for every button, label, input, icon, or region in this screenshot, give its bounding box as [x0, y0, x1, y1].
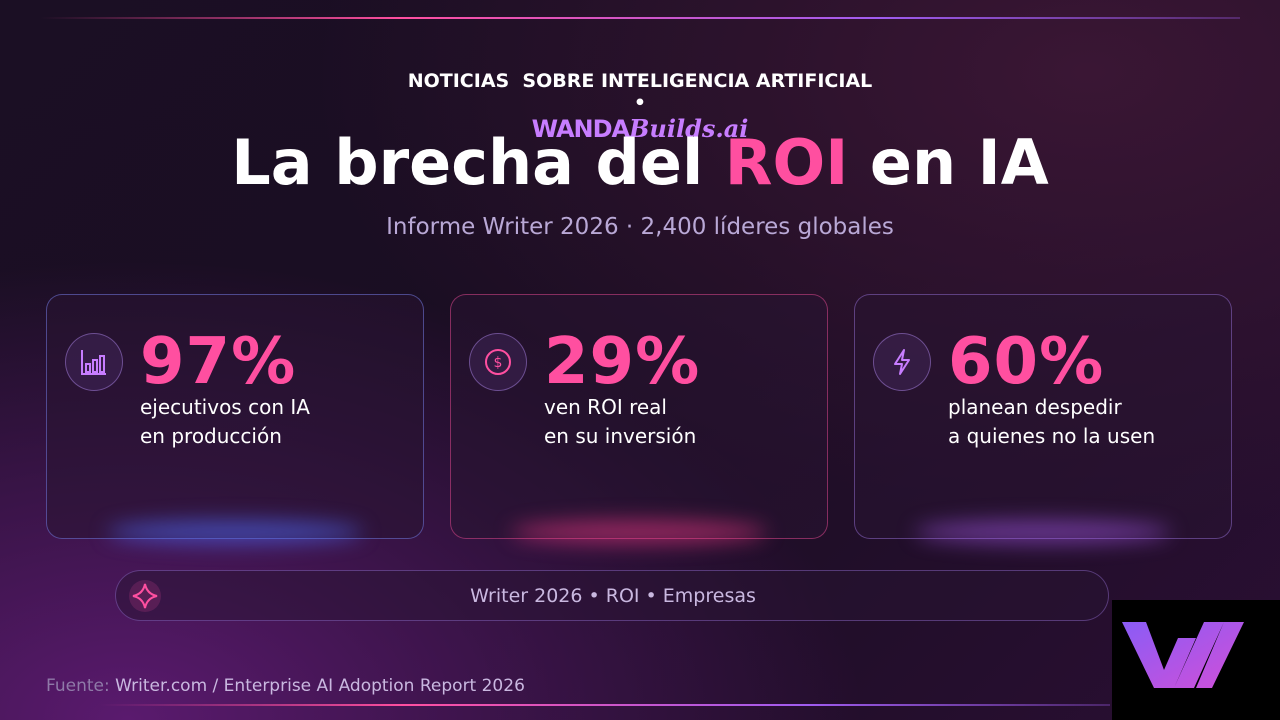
title: La brecha del ROI en IA: [0, 126, 1280, 199]
header: NOTICIAS SOBRE INTELIGENCIA ARTIFICIAL •…: [0, 48, 1280, 143]
desc-line: ven ROI real: [544, 395, 667, 419]
desc-line: planean despedir: [948, 395, 1122, 419]
title-text: en IA: [869, 126, 1049, 199]
title-highlight: ROI: [724, 126, 849, 199]
stat-card: 97% ejecutivos con IA en producción: [46, 294, 424, 544]
desc-line: a quienes no la usen: [948, 424, 1156, 448]
source: Fuente: Writer.com / Enterprise AI Adopt…: [46, 676, 525, 696]
bottom-rule: [100, 704, 1110, 706]
card-glow: [511, 520, 767, 544]
chart-icon: [65, 333, 123, 391]
separator: •: [633, 92, 647, 114]
stat-value: 97%: [140, 325, 297, 399]
brand-suffix: Builds.ai: [629, 114, 749, 143]
desc-line: en producción: [140, 424, 282, 448]
dollar-icon: $: [469, 333, 527, 391]
subtitle: Informe Writer 2026 · 2,400 líderes glob…: [386, 214, 894, 240]
stat-card: $ 29% ven ROI real en su inversión: [450, 294, 828, 544]
desc-line: ejecutivos con IA: [140, 395, 310, 419]
stat-description: ven ROI real en su inversión: [544, 393, 696, 451]
bolt-icon: [873, 333, 931, 391]
stat-value: 29%: [544, 325, 701, 399]
stat-value: 60%: [948, 325, 1105, 399]
brand-name: WANDA: [531, 115, 631, 143]
source-label: Fuente:: [46, 676, 110, 696]
tags: Writer 2026 • ROI • Empresas: [470, 585, 756, 607]
title-text: La brecha del: [231, 126, 704, 199]
top-rule: [40, 17, 1240, 19]
svg-text:$: $: [494, 355, 503, 371]
card-glow: [915, 520, 1171, 544]
stat-card: 60% planean despedir a quienes no la usen: [854, 294, 1232, 544]
card-glow: [107, 520, 363, 544]
logo: [1112, 600, 1280, 720]
stat-description: planean despedir a quienes no la usen: [948, 393, 1155, 451]
source-text: Writer.com / Enterprise AI Adoption Repo…: [115, 676, 525, 696]
stat-description: ejecutivos con IA en producción: [140, 393, 310, 451]
tag-pill: Writer 2026 • ROI • Empresas: [115, 570, 1109, 621]
sparkle-icon: [129, 580, 161, 612]
desc-line: en su inversión: [544, 424, 697, 448]
kicker: NOTICIAS SOBRE INTELIGENCIA ARTIFICIAL: [407, 70, 873, 92]
